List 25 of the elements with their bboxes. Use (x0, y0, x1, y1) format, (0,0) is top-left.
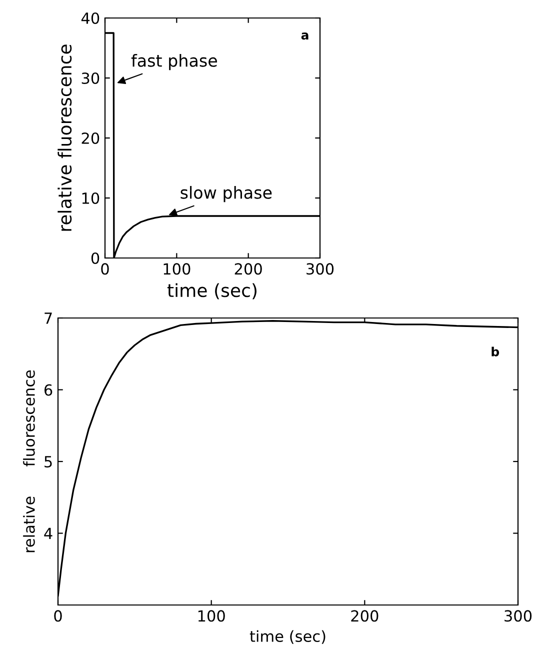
y-tick-label: 20 (82, 132, 100, 144)
y-tick-label: 0 (91, 252, 100, 264)
y-tick-label: 40 (81, 12, 100, 24)
y-tick-label: 10 (82, 192, 100, 204)
y-tick-label: 6 (44, 384, 52, 396)
x-tick-label: 100 (198, 610, 225, 622)
x-axis-title: time (sec) (250, 630, 326, 644)
y-tick-label: 5 (44, 456, 52, 468)
annotation: b (492, 346, 500, 356)
x-tick-label: 300 (306, 263, 334, 275)
y-tick-label: 7 (44, 312, 52, 324)
x-tick-label: 0 (54, 610, 62, 622)
y-tick-label: 4 (44, 528, 52, 540)
annotation: slow phase (180, 186, 272, 202)
x-tick-label: 200 (351, 610, 378, 622)
x-tick-label: 0 (101, 263, 109, 275)
y-tick-label: 30 (82, 72, 100, 84)
x-tick-label: 200 (234, 263, 262, 275)
annotation: a (301, 32, 308, 40)
y-axis-title: relative fluorescence (58, 44, 72, 231)
x-tick-label: 100 (164, 263, 190, 275)
annotation: fast phase (131, 54, 217, 70)
x-axis-title: time (sec) (167, 283, 256, 300)
x-tick-label: 300 (504, 610, 532, 622)
y-axis-title: relative fluorescence (23, 370, 35, 552)
